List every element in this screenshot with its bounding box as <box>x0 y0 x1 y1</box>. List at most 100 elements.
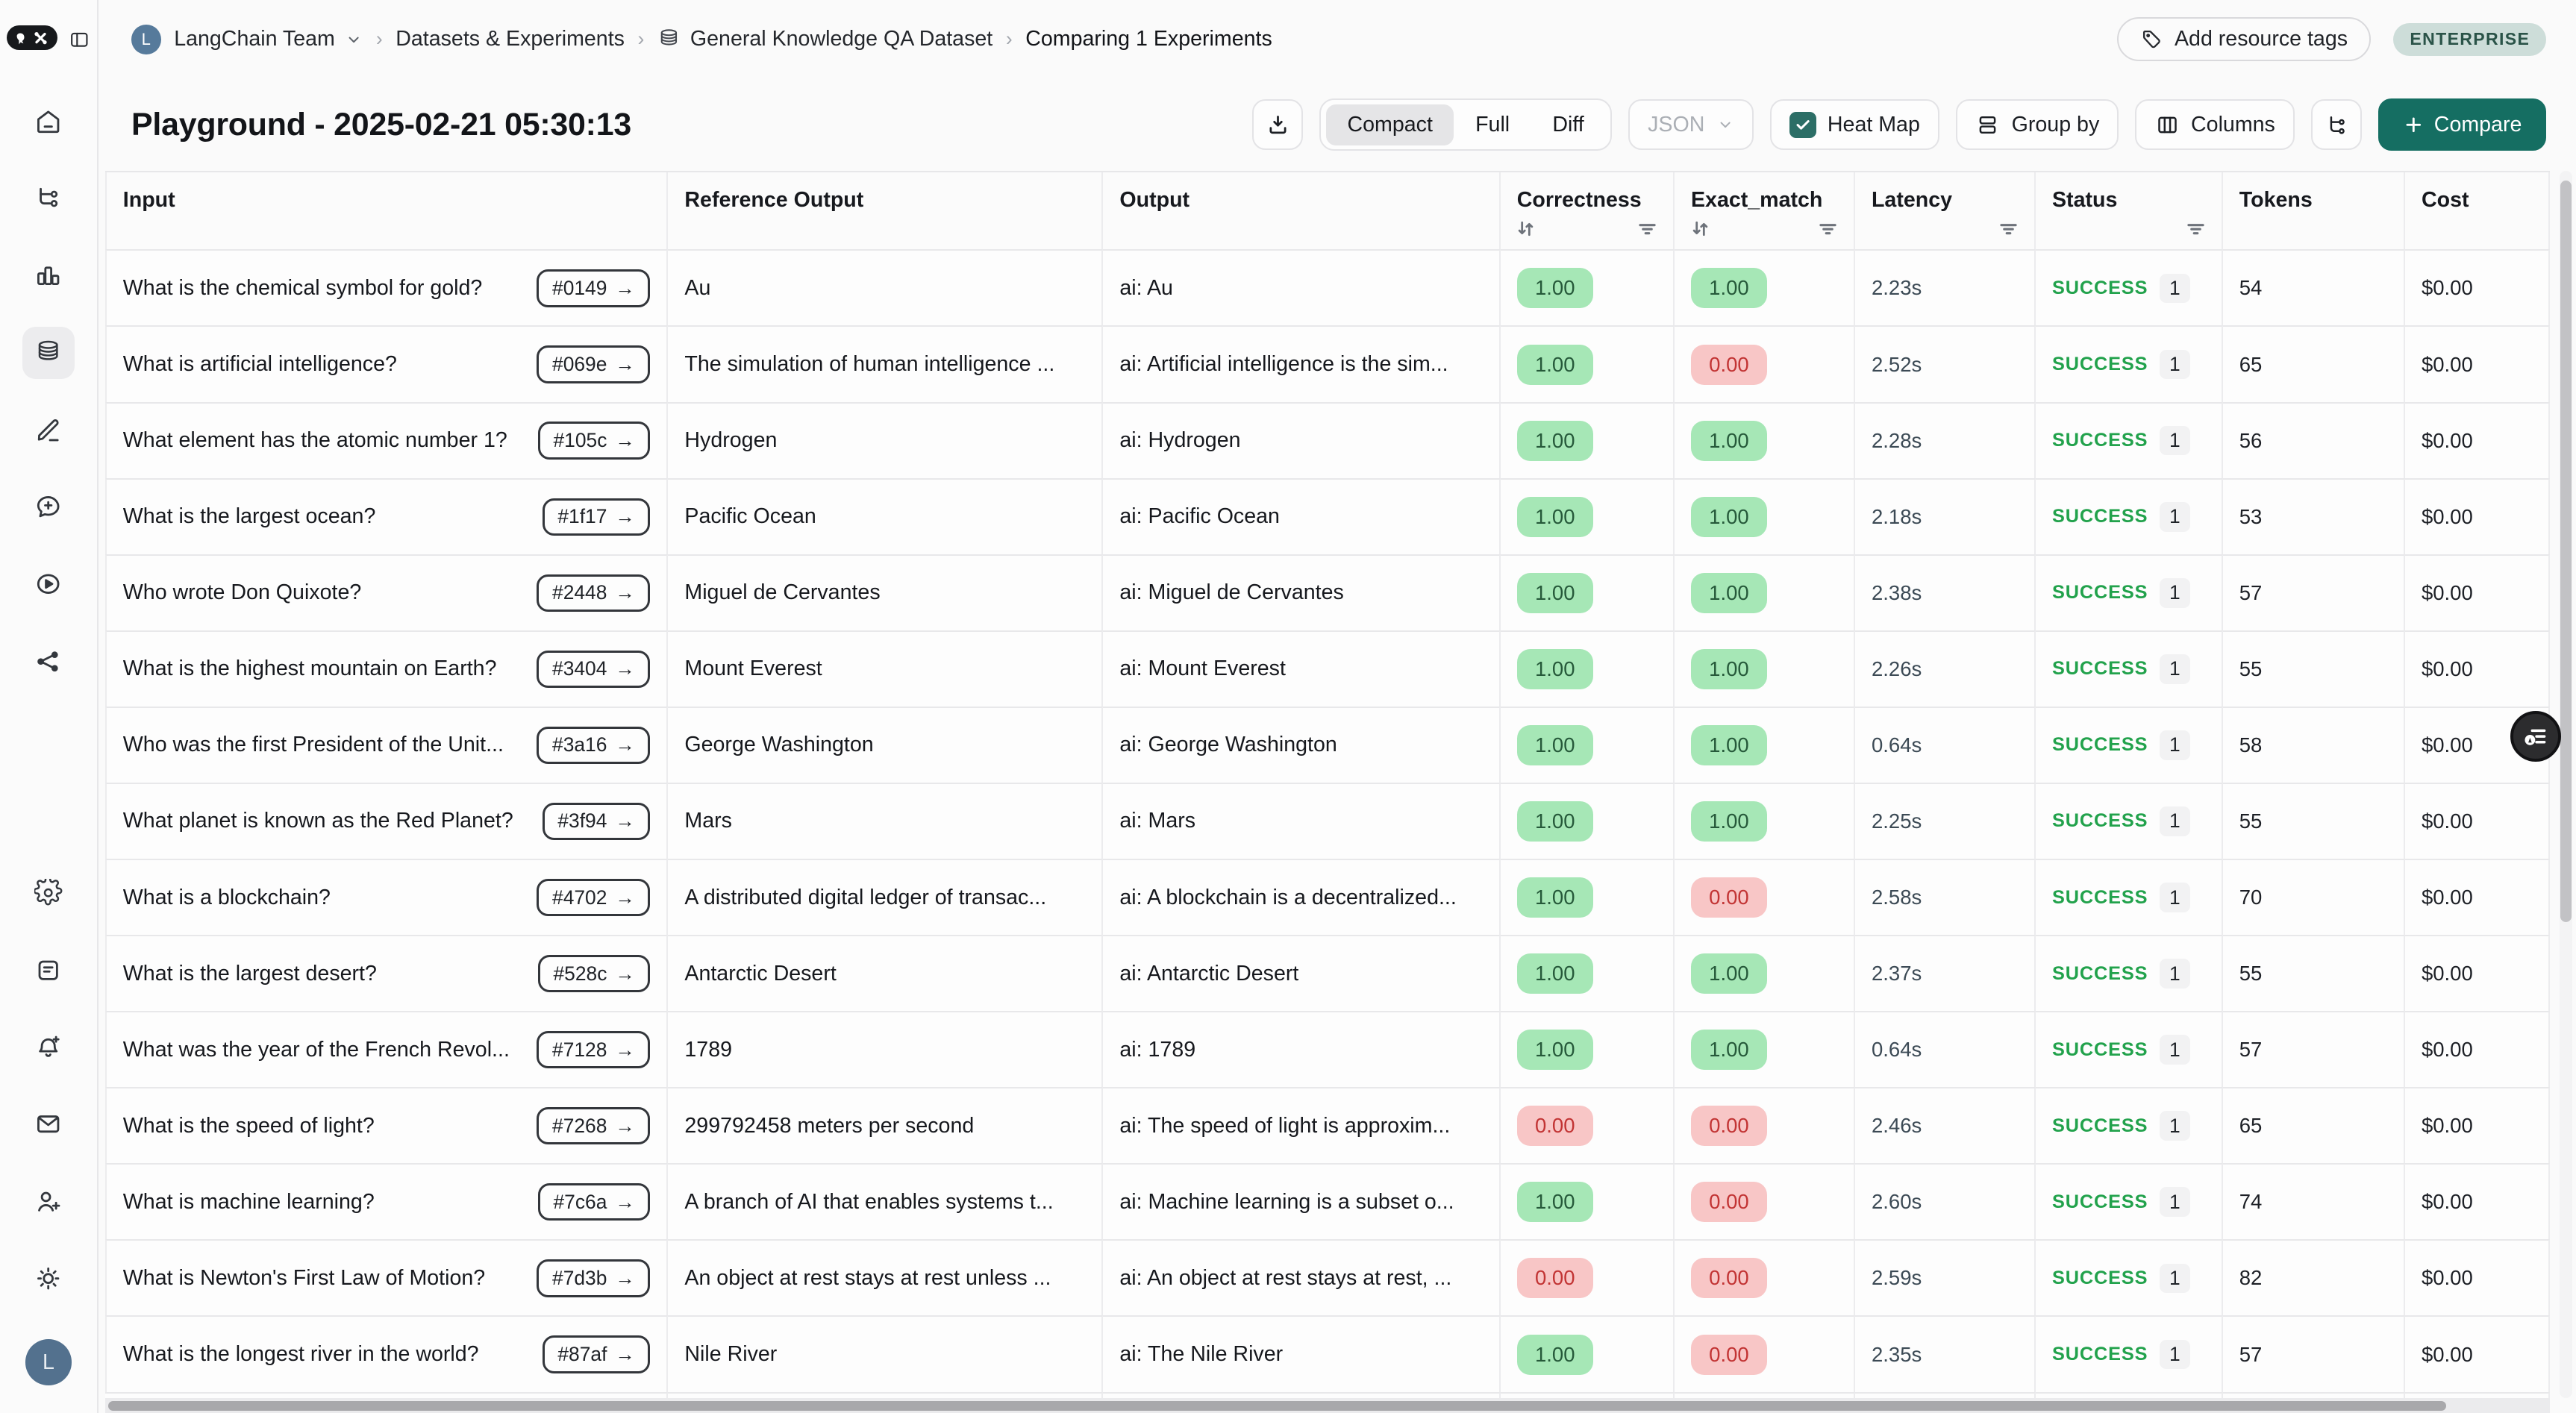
tag-icon <box>2140 28 2163 51</box>
sidebar-item-prompts[interactable] <box>22 481 75 533</box>
sidebar-item-datasets[interactable] <box>22 326 75 380</box>
vertical-scrollbar-thumb[interactable] <box>2560 181 2572 923</box>
table-row[interactable]: What is machine learning? #7c6a → A branc… <box>104 1163 2550 1240</box>
correctness-score-badge: 1.00 <box>1516 1182 1593 1223</box>
table-row[interactable]: What is the largest desert? #528c → Antar… <box>104 935 2550 1012</box>
exact-match-score-badge: 1.00 <box>1690 953 1767 994</box>
table-row[interactable]: What is artificial intelligence? #069e → … <box>104 325 2550 402</box>
filter-icon[interactable] <box>2183 216 2208 241</box>
breadcrumb-team[interactable]: LangChain Team <box>174 27 363 51</box>
compare-button[interactable]: Compare <box>2378 98 2547 151</box>
example-id-badge[interactable]: #3404 → <box>537 650 651 688</box>
sidebar-item-tracing[interactable] <box>22 172 75 225</box>
heat-map-toggle[interactable]: Heat Map <box>1770 99 1940 151</box>
database-icon <box>657 28 681 51</box>
table-row[interactable]: What is the largest ocean? #1f17 → Pacifi… <box>104 477 2550 554</box>
status-cell: SUCCESS 1 <box>2035 1315 2223 1392</box>
sidebar-item-monitoring[interactable] <box>22 249 75 301</box>
table-header: Input Reference Output Output Correctnes… <box>104 170 2550 250</box>
sidebar-item-notifications[interactable] <box>22 1021 75 1073</box>
example-id-badge[interactable]: #528c → <box>537 955 651 993</box>
tree-view-button[interactable] <box>2311 99 2363 151</box>
table-row[interactable]: What is Newton's First Law of Motion? #7… <box>104 1239 2550 1316</box>
view-mode-diff[interactable]: Diff <box>1531 104 1606 145</box>
tokens-cell: 56 <box>2222 401 2405 478</box>
example-id-badge[interactable]: #4702 → <box>537 878 651 917</box>
deployments-icon <box>34 648 62 675</box>
sidebar-item-annotations[interactable] <box>22 404 75 456</box>
table-row[interactable]: Who wrote Don Quixote? #2448 → Miguel de … <box>104 554 2550 630</box>
view-mode-full[interactable]: Full <box>1454 104 1531 145</box>
group-by-button[interactable]: Group by <box>1956 99 2119 151</box>
cost-cell: $0.00 <box>2404 554 2550 630</box>
table-row[interactable]: What is the highest mountain on Earth? #… <box>104 630 2550 706</box>
breadcrumb-datasets-experiments[interactable]: Datasets & Experiments <box>396 27 625 51</box>
status-badge: SUCCESS <box>2051 1191 2148 1212</box>
example-id-badge[interactable]: #7d3b → <box>537 1259 651 1297</box>
table-row[interactable]: What was the year of the French Revol...… <box>104 1011 2550 1088</box>
run-count-badge: 1 <box>2159 577 2190 608</box>
user-avatar[interactable]: L <box>25 1339 72 1385</box>
datasets-icon <box>34 339 62 366</box>
cost-cell: $0.00 <box>2404 630 2550 706</box>
sidebar-item-docs[interactable] <box>22 944 75 996</box>
example-id-badge[interactable]: #7c6a → <box>537 1183 651 1221</box>
example-id-badge[interactable]: #2448 → <box>537 574 651 612</box>
col-header-output: Output <box>1103 172 1501 250</box>
table-row[interactable]: What element has the atomic number 1? #1… <box>104 401 2550 478</box>
correctness-cell: 1.00 <box>1500 1011 1675 1088</box>
example-id-badge[interactable]: #87af → <box>542 1335 651 1373</box>
format-select[interactable]: JSON <box>1628 99 1754 151</box>
filter-icon[interactable] <box>1816 216 1840 241</box>
filter-icon[interactable] <box>1635 216 1660 241</box>
filter-icon[interactable] <box>1996 216 2021 241</box>
latency-cell: 2.18s <box>1854 477 2036 554</box>
table-row[interactable]: Who was the first President of the Unit.… <box>104 706 2550 783</box>
tokens-cell: 65 <box>2222 325 2405 402</box>
sidebar-item-mail[interactable] <box>22 1098 75 1150</box>
table-row[interactable]: What is a blockchain? #4702 → A distribut… <box>104 859 2550 936</box>
example-id-badge[interactable]: #069e → <box>537 345 651 383</box>
run-count-badge: 1 <box>2159 1263 2190 1294</box>
invite-icon <box>34 1188 62 1215</box>
input-cell: What is the longest river in the world? … <box>104 1315 669 1392</box>
sidebar-item-playground[interactable] <box>22 558 75 610</box>
example-id-badge[interactable]: #0149 → <box>537 269 651 307</box>
feedback-widget-button[interactable] <box>2510 710 2561 762</box>
breadcrumb-dataset[interactable]: General Knowledge QA Dataset <box>657 27 992 51</box>
example-id-badge[interactable]: #1f17 → <box>542 498 651 536</box>
columns-button[interactable]: Columns <box>2135 99 2295 151</box>
sidebar-item-settings[interactable] <box>22 867 75 919</box>
table-row[interactable]: What is the longest river in the world? … <box>104 1315 2550 1392</box>
example-id-badge[interactable]: #105c → <box>537 422 651 460</box>
table-row[interactable]: What planet is known as the Red Planet? … <box>104 782 2550 859</box>
horizontal-scrollbar-thumb[interactable] <box>108 1400 2446 1411</box>
view-mode-compact[interactable]: Compact <box>1325 104 1454 145</box>
exact-match-cell: 1.00 <box>1674 706 1855 783</box>
arrow-right-icon: → <box>615 505 635 528</box>
input-question: What is artificial intelligence? <box>122 352 397 376</box>
sidebar-item-deployments[interactable] <box>22 635 75 687</box>
arrow-right-icon: → <box>615 581 635 604</box>
sidebar-item-home[interactable] <box>22 95 75 148</box>
download-button[interactable] <box>1252 99 1304 151</box>
table-row[interactable]: What is the chemical symbol for gold? #0… <box>104 249 2550 326</box>
example-id-badge[interactable]: #7268 → <box>537 1107 651 1145</box>
sidebar-item-theme[interactable] <box>22 1253 75 1305</box>
sidebar-toggle-icon[interactable] <box>69 27 90 48</box>
list-play-icon <box>2525 729 2546 745</box>
langsmith-logo-icon[interactable] <box>6 25 58 51</box>
sort-icon[interactable] <box>1513 216 1538 241</box>
add-resource-tags-button[interactable]: Add resource tags <box>2117 17 2371 62</box>
table-row[interactable]: What is the speed of light? #7268 → 29979… <box>104 1087 2550 1164</box>
sidebar-item-invite[interactable] <box>22 1175 75 1227</box>
tracing-icon <box>34 184 62 212</box>
sort-icon[interactable] <box>1688 216 1713 241</box>
example-id-badge[interactable]: #3f94 → <box>542 802 651 841</box>
example-id-badge[interactable]: #7128 → <box>537 1031 651 1069</box>
input-cell: Who wrote Don Quixote? #2448 → <box>104 554 669 630</box>
latency-cell: 2.26s <box>1854 630 2036 706</box>
input-question: What is Newton's First Law of Motion? <box>122 1265 486 1290</box>
example-id-badge[interactable]: #3a16 → <box>537 726 651 764</box>
input-cell: What is a blockchain? #4702 → <box>104 859 669 936</box>
